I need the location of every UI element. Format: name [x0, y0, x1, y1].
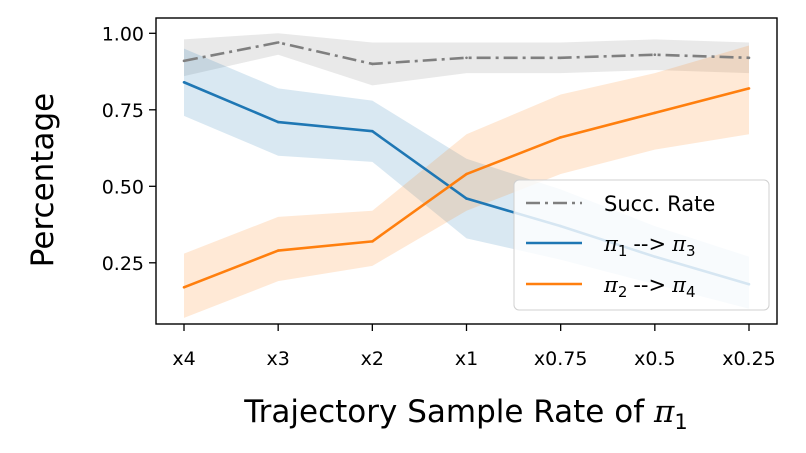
x-tick-label: x0.25	[722, 348, 776, 370]
y-axis-label: Percentage	[25, 93, 61, 267]
legend-label-pi2-pi4: π2 --> π4	[603, 273, 695, 301]
x-tick-label: x0.75	[534, 348, 588, 370]
band-pi2-pi4	[184, 45, 749, 318]
y-tick-label: 0.25	[102, 253, 144, 275]
x-tick-label: x1	[455, 348, 478, 370]
x-axis-label-symbol: π	[653, 394, 675, 430]
point-pi2-pi4-1	[276, 249, 280, 252]
point-succ-rate-2	[371, 62, 374, 66]
point-pi2-pi4-0	[182, 285, 186, 289]
point-pi2-pi4-2	[371, 240, 374, 243]
point-pi2-pi4-5	[653, 111, 657, 115]
y-tick-label: 0.50	[102, 176, 144, 198]
x-tick-label: x4	[172, 348, 195, 370]
y-tick-label: 1.00	[102, 23, 144, 45]
x-tick-label: x0.5	[634, 348, 675, 370]
point-pi1-pi3-2	[371, 129, 374, 133]
point-pi2-pi4-3	[465, 172, 468, 176]
x-axis-label-text: Trajectory Sample Rate of	[243, 394, 654, 430]
y-tick-label: 0.75	[102, 100, 144, 122]
legend-box	[513, 179, 770, 311]
point-pi1-pi3-3	[465, 197, 468, 200]
point-pi1-pi3-1	[276, 120, 280, 124]
y-axis-ticks: 0.25 0.50 0.75 1.00	[102, 23, 156, 275]
x-axis-ticks: x4 x3 x2 x1 x0.75 x0.5 x0.25	[172, 324, 776, 370]
point-pi1-pi3-0	[182, 80, 186, 84]
x-tick-label: x2	[361, 348, 384, 370]
point-succ-rate-4	[559, 56, 562, 60]
legend-label-pi1-pi3: π1 --> π3	[603, 232, 695, 260]
x-axis-label-subscript: 1	[674, 410, 687, 434]
point-succ-rate-3	[465, 56, 468, 60]
point-pi2-pi4-6	[747, 87, 751, 90]
point-succ-rate-0	[182, 59, 186, 63]
band-succ-rate	[184, 33, 749, 86]
x-axis-label: Trajectory Sample Rate of π1	[243, 394, 687, 434]
point-succ-rate-6	[747, 56, 751, 60]
point-succ-rate-1	[276, 41, 280, 44]
legend: Succ. Rate π1 --> π3 π2 --> π4	[513, 179, 770, 311]
legend-label-succ-rate: Succ. Rate	[604, 192, 715, 216]
point-succ-rate-5	[653, 53, 657, 57]
x-tick-label: x3	[266, 348, 289, 370]
point-pi2-pi4-4	[559, 136, 562, 139]
